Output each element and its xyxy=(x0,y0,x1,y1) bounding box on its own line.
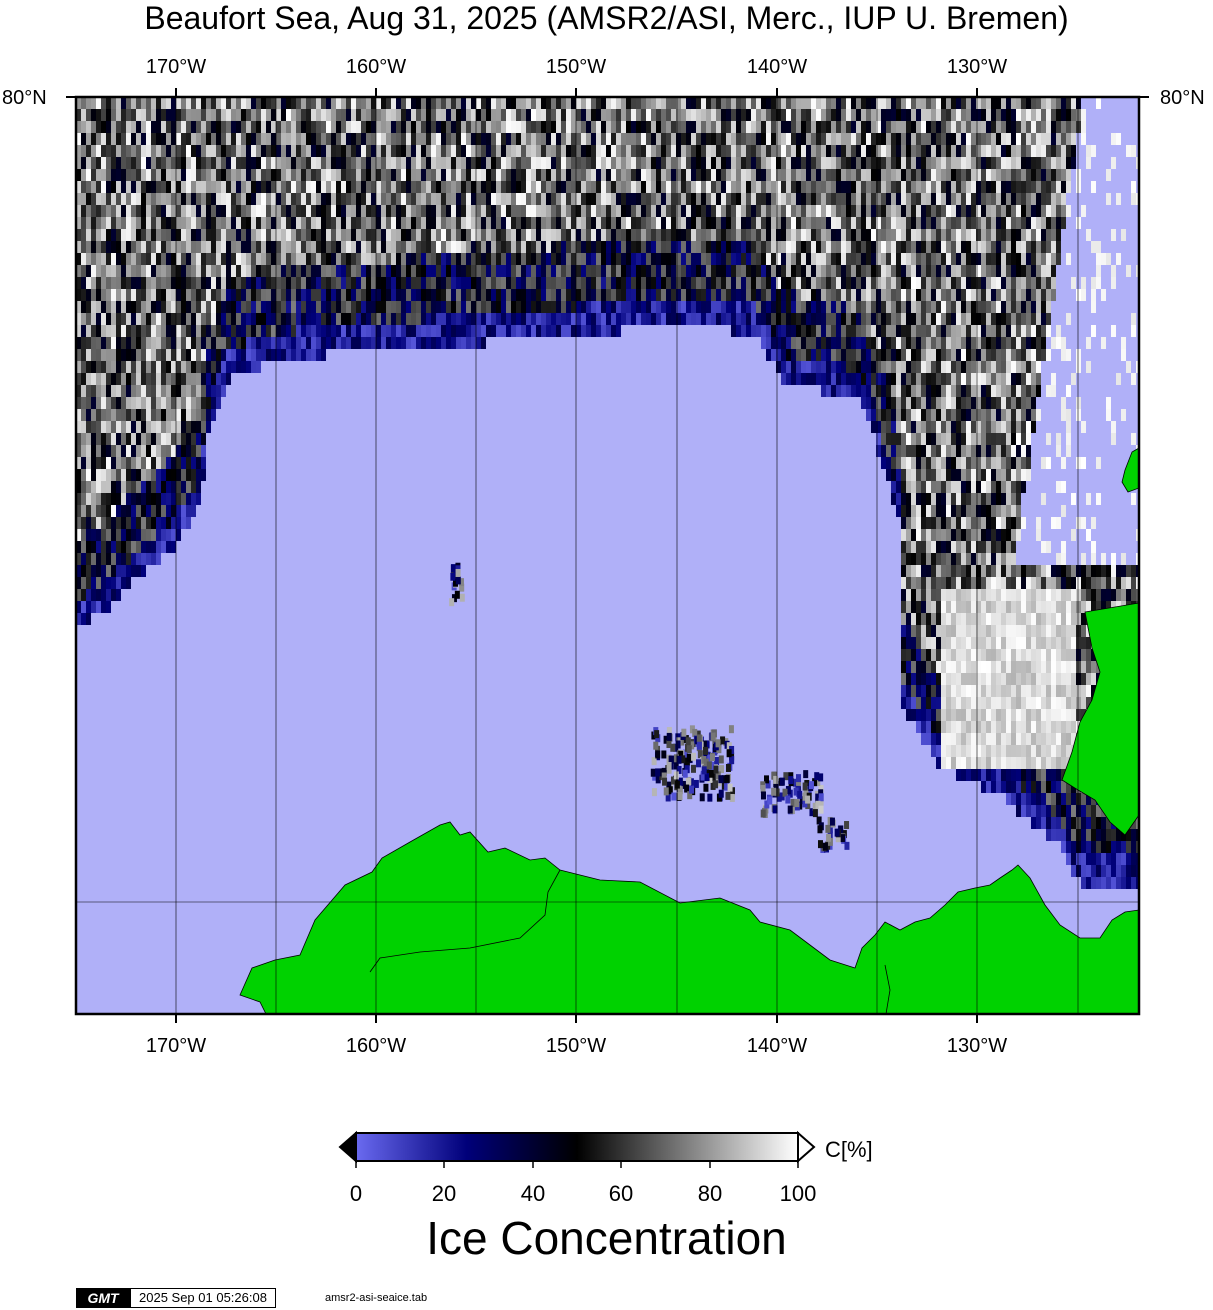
map-title: Beaufort Sea, Aug 31, 2025 (AMSR2/ASI, M… xyxy=(144,0,1069,36)
colorbar-title: Ice Concentration xyxy=(426,1212,787,1264)
lat-label-left: 80°N xyxy=(2,87,47,109)
colorbar-tick-label: 0 xyxy=(349,1181,363,1206)
lon-label-bottom: 150°W xyxy=(545,1035,607,1057)
sea-ice-concentration-field xyxy=(76,97,1139,889)
lon-label-top: 130°W xyxy=(946,56,1008,78)
colorbar-tick-label: 40 xyxy=(520,1181,546,1206)
lon-label-top: 140°W xyxy=(746,56,808,78)
colorbar-tick-label: 60 xyxy=(608,1181,634,1206)
lon-label-bottom: 170°W xyxy=(145,1035,207,1057)
prince-patrick-island-land xyxy=(1121,447,1139,493)
gmt-source-file: amsr2-asi-seaice.tab xyxy=(325,1292,428,1304)
graticule-lines xyxy=(76,97,1139,1014)
lon-label-top: 160°W xyxy=(345,56,407,78)
lon-label-bottom: 140°W xyxy=(746,1035,808,1057)
banks-island-land xyxy=(1061,602,1139,836)
alaska-north-slope-land xyxy=(239,821,1139,1014)
axis-ticks xyxy=(66,88,1149,1023)
colorbar-over-triangle xyxy=(797,1130,816,1164)
gmt-timestamp: 2025 Sep 01 05:26:08 xyxy=(130,1288,276,1308)
colorbar-under-triangle xyxy=(338,1130,357,1164)
colorbar-tick-label: 100 xyxy=(779,1181,817,1206)
land-boundary-line xyxy=(884,964,891,1014)
colorbar-unit-label: C[%] xyxy=(825,1137,873,1162)
land-boundary-line xyxy=(369,869,561,973)
map-frame xyxy=(74,95,1141,1016)
lon-label-top: 170°W xyxy=(145,56,207,78)
colorbar xyxy=(338,1130,816,1168)
colorbar-tick-label: 80 xyxy=(697,1181,723,1206)
gmt-logo: GMT xyxy=(76,1288,130,1308)
lon-label-bottom: 160°W xyxy=(345,1035,407,1057)
lon-label-top: 150°W xyxy=(545,56,607,78)
colorbar-tick-label: 20 xyxy=(431,1181,457,1206)
lat-label-right: 80°N xyxy=(1160,87,1205,109)
colorbar-gradient xyxy=(355,1132,799,1162)
lon-label-bottom: 130°W xyxy=(946,1035,1008,1057)
